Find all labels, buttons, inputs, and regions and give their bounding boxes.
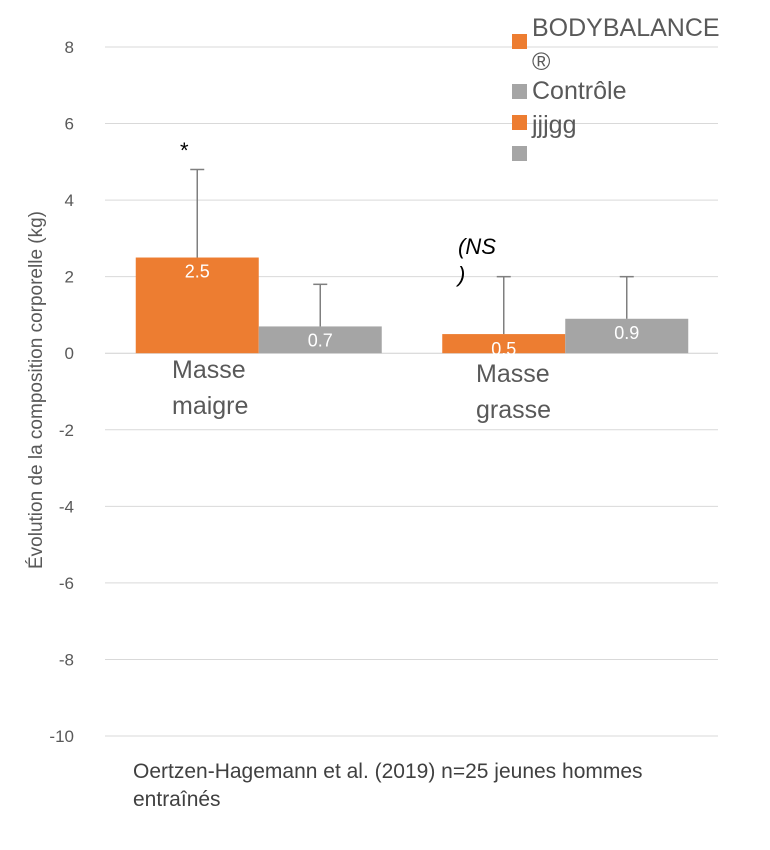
category-labels: Masse maigre Masse grasse bbox=[172, 356, 551, 424]
bar-chart: 8 6 4 2 0 -2 -4 -6 -8 -10 Évolution de la composi… bbox=[26, 14, 720, 746]
data-label: 0.5 bbox=[491, 339, 516, 359]
legend: BODYBALANCE ®Contrôle jjjgg bbox=[512, 14, 720, 161]
bars: 2.5 0.7 0.5 0.9 bbox=[135, 168, 689, 359]
caption-line-1: Oertzen-Hagemann et al. (2019) n=25 jeun… bbox=[133, 760, 643, 783]
bar bbox=[565, 318, 689, 354]
legend-label: jjjgg bbox=[531, 111, 576, 139]
legend-label: ® bbox=[532, 48, 551, 76]
y-tick-label: 8 bbox=[65, 38, 74, 57]
data-label: 2.5 bbox=[185, 262, 210, 282]
caption: Oertzen-Hagemann et al. (2019) n=25 jeun… bbox=[133, 758, 763, 814]
ns-annotation: ) bbox=[455, 262, 465, 287]
annotations: * (NS) bbox=[180, 138, 496, 287]
significance-star: * bbox=[180, 138, 189, 163]
y-tick-label: -2 bbox=[59, 421, 74, 440]
legend-swatch bbox=[512, 115, 527, 130]
category-label: Masse bbox=[172, 356, 246, 384]
legend-swatch bbox=[512, 146, 527, 161]
y-tick-label: -6 bbox=[59, 574, 74, 593]
legend-swatch bbox=[512, 84, 527, 99]
y-tick-label: -4 bbox=[59, 497, 74, 516]
legend-label: BODYBALANCE bbox=[532, 14, 720, 42]
legend-label: Contrôle bbox=[532, 77, 627, 105]
y-axis-label: Évolution de la composition corporelle (… bbox=[26, 211, 47, 569]
bar bbox=[135, 257, 259, 354]
y-tick-label: 2 bbox=[65, 268, 74, 287]
y-tick-label: 0 bbox=[65, 344, 74, 363]
y-tick-labels: 8 6 4 2 0 -2 -4 -6 -8 -10 bbox=[49, 38, 74, 746]
caption-line-2: entraînés bbox=[133, 788, 221, 811]
legend-swatch bbox=[512, 34, 527, 49]
ns-annotation: (NS bbox=[458, 234, 496, 259]
bar bbox=[442, 334, 566, 354]
category-label: maigre bbox=[172, 392, 248, 420]
y-tick-label: -8 bbox=[59, 650, 74, 669]
y-tick-label: 4 bbox=[65, 191, 74, 210]
y-tick-label: 6 bbox=[65, 115, 74, 134]
bar bbox=[258, 326, 382, 354]
y-tick-label: -10 bbox=[49, 727, 74, 746]
category-label: grasse bbox=[476, 396, 551, 424]
data-label: 0.9 bbox=[614, 323, 639, 343]
data-label: 0.7 bbox=[308, 330, 333, 350]
category-label: Masse bbox=[476, 360, 550, 388]
